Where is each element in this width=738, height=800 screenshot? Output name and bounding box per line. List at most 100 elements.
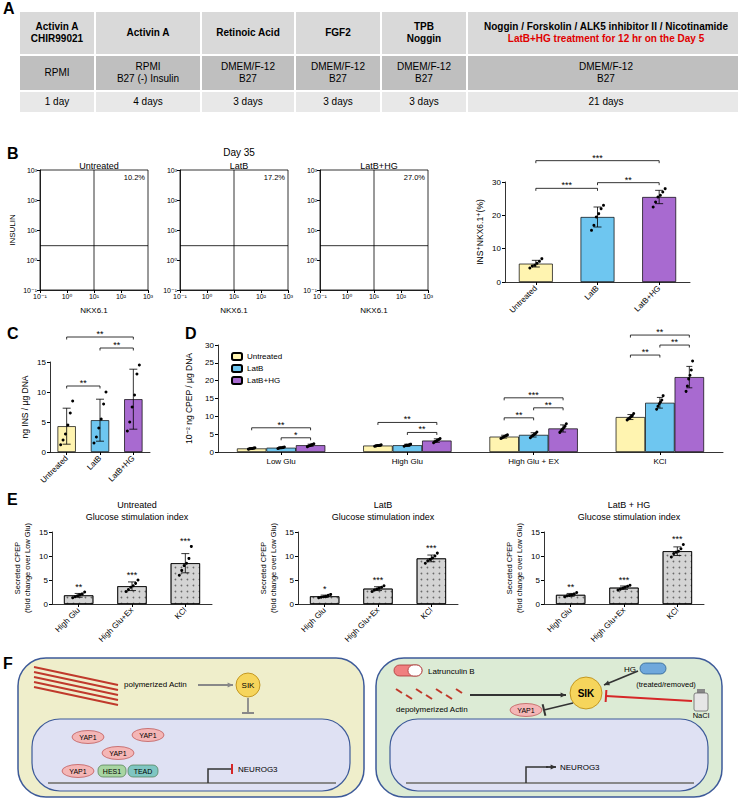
svg-text:High Glu+Ex: High Glu+Ex bbox=[589, 606, 627, 644]
svg-text:10³: 10³ bbox=[283, 293, 294, 300]
svg-text:10¹: 10¹ bbox=[27, 227, 38, 234]
svg-text:10⁻¹: 10⁻¹ bbox=[173, 293, 187, 300]
svg-text:C: C bbox=[7, 325, 19, 342]
svg-text:polymerized Actin: polymerized Actin bbox=[124, 680, 187, 689]
svg-text:10³: 10³ bbox=[167, 167, 178, 174]
svg-text:INS⁺NKX6.1⁺(%): INS⁺NKX6.1⁺(%) bbox=[475, 199, 485, 265]
svg-text:Secreted CPEP: Secreted CPEP bbox=[259, 542, 268, 595]
svg-text:NKX6.1: NKX6.1 bbox=[220, 306, 248, 315]
svg-text:0: 0 bbox=[536, 600, 541, 609]
svg-text:15: 15 bbox=[285, 528, 294, 537]
svg-text:15: 15 bbox=[531, 528, 540, 537]
svg-text:YAP1: YAP1 bbox=[109, 750, 126, 757]
svg-text:10¹: 10¹ bbox=[229, 293, 240, 300]
svg-text:5: 5 bbox=[42, 418, 47, 427]
svg-text:15: 15 bbox=[205, 394, 214, 403]
svg-text:LatB+HG: LatB+HG bbox=[247, 376, 280, 385]
svg-text:***: *** bbox=[528, 390, 539, 400]
svg-text:SIK: SIK bbox=[242, 681, 256, 690]
svg-text:(treated/removed): (treated/removed) bbox=[636, 680, 696, 689]
svg-text:***: *** bbox=[180, 536, 191, 546]
svg-text:LatB: LatB bbox=[583, 284, 601, 302]
svg-text:***: *** bbox=[592, 153, 603, 163]
svg-text:D: D bbox=[185, 325, 197, 342]
svg-text:LatB: LatB bbox=[85, 454, 103, 472]
svg-text:10⁰: 10⁰ bbox=[342, 293, 353, 300]
svg-text:(fold change over Low Glu): (fold change over Low Glu) bbox=[269, 522, 278, 613]
svg-text:LatB: LatB bbox=[230, 161, 249, 171]
svg-text:KCl: KCl bbox=[419, 606, 435, 622]
svg-text:LatB + HG: LatB + HG bbox=[608, 500, 650, 510]
svg-text:B: B bbox=[7, 145, 19, 162]
svg-text:10¹: 10¹ bbox=[369, 293, 380, 300]
svg-text:27.0%: 27.0% bbox=[404, 173, 426, 182]
svg-text:10⁰: 10⁰ bbox=[62, 293, 73, 300]
svg-text:YAP1: YAP1 bbox=[69, 768, 86, 775]
svg-text:High Glu: High Glu bbox=[392, 457, 423, 466]
svg-text:5: 5 bbox=[44, 576, 49, 585]
svg-text:Latrunculin B: Latrunculin B bbox=[428, 667, 475, 676]
svg-text:F: F bbox=[3, 655, 13, 672]
svg-text:10: 10 bbox=[39, 552, 48, 561]
svg-text:10¹: 10¹ bbox=[89, 293, 100, 300]
svg-text:10: 10 bbox=[37, 388, 46, 397]
svg-text:10⁻¹: 10⁻¹ bbox=[313, 293, 327, 300]
svg-text:10⁰: 10⁰ bbox=[202, 293, 213, 300]
svg-text:INSULIN: INSULIN bbox=[8, 214, 17, 246]
svg-text:Untreated: Untreated bbox=[117, 500, 157, 510]
svg-text:10⁻¹: 10⁻¹ bbox=[33, 293, 47, 300]
svg-text:**: ** bbox=[80, 378, 88, 388]
svg-text:10²: 10² bbox=[307, 197, 318, 204]
svg-text:5: 5 bbox=[536, 576, 541, 585]
svg-text:Day 35: Day 35 bbox=[223, 147, 255, 158]
svg-text:YAP1: YAP1 bbox=[79, 734, 96, 741]
svg-text:10²: 10² bbox=[116, 293, 127, 300]
svg-text:0: 0 bbox=[290, 600, 295, 609]
svg-text:NKX6.1: NKX6.1 bbox=[80, 306, 108, 315]
svg-text:10⁰: 10⁰ bbox=[306, 257, 317, 264]
svg-text:(fold change over Low Glu): (fold change over Low Glu) bbox=[23, 522, 32, 613]
svg-text:10³: 10³ bbox=[143, 293, 154, 300]
svg-text:Untreated: Untreated bbox=[39, 454, 70, 485]
svg-text:**: ** bbox=[642, 347, 650, 357]
svg-text:10: 10 bbox=[492, 244, 501, 253]
svg-text:10: 10 bbox=[205, 412, 214, 421]
svg-text:0: 0 bbox=[497, 278, 502, 287]
svg-text:***: *** bbox=[672, 534, 683, 544]
svg-text:10⁰: 10⁰ bbox=[166, 257, 177, 264]
svg-text:5: 5 bbox=[210, 430, 215, 439]
svg-text:Low Glu: Low Glu bbox=[266, 457, 295, 466]
svg-text:Glucose stimulation index: Glucose stimulation index bbox=[86, 512, 189, 522]
svg-text:**: ** bbox=[419, 424, 427, 434]
svg-text:SIK: SIK bbox=[578, 688, 595, 699]
svg-text:**: ** bbox=[113, 340, 121, 350]
svg-text:High Glu+Ex: High Glu+Ex bbox=[97, 606, 135, 644]
svg-text:ng INS / µg DNA: ng INS / µg DNA bbox=[20, 375, 30, 438]
svg-text:***: *** bbox=[619, 575, 630, 585]
svg-text:***: *** bbox=[373, 575, 384, 585]
svg-text:**: ** bbox=[671, 337, 679, 347]
svg-text:High Glu: High Glu bbox=[54, 606, 82, 634]
svg-text:High Glu + EX: High Glu + EX bbox=[508, 457, 560, 466]
svg-text:TEAD: TEAD bbox=[134, 768, 153, 775]
svg-text:10³: 10³ bbox=[307, 167, 318, 174]
svg-text:Untreated: Untreated bbox=[247, 352, 282, 361]
svg-text:10¹: 10¹ bbox=[307, 227, 318, 234]
svg-text:Secreted CPEP: Secreted CPEP bbox=[13, 542, 22, 595]
svg-text:NEUROG3: NEUROG3 bbox=[560, 763, 600, 772]
svg-text:5: 5 bbox=[290, 576, 295, 585]
svg-text:NKX6.1: NKX6.1 bbox=[360, 306, 388, 315]
svg-text:10³: 10³ bbox=[423, 293, 434, 300]
svg-text:10⁻² ng CPEP / µg DNA: 10⁻² ng CPEP / µg DNA bbox=[184, 353, 194, 444]
svg-text:10: 10 bbox=[285, 552, 294, 561]
svg-text:*: * bbox=[294, 430, 298, 440]
svg-text:25: 25 bbox=[205, 358, 214, 367]
svg-text:**: ** bbox=[656, 327, 664, 337]
svg-text:0: 0 bbox=[210, 448, 215, 457]
svg-text:HES1: HES1 bbox=[103, 768, 121, 775]
svg-text:**: ** bbox=[515, 410, 523, 420]
svg-text:KCl: KCl bbox=[665, 606, 681, 622]
svg-text:LatB+HG: LatB+HG bbox=[633, 284, 663, 314]
svg-text:YAP1: YAP1 bbox=[139, 732, 156, 739]
svg-text:***: *** bbox=[426, 543, 437, 553]
